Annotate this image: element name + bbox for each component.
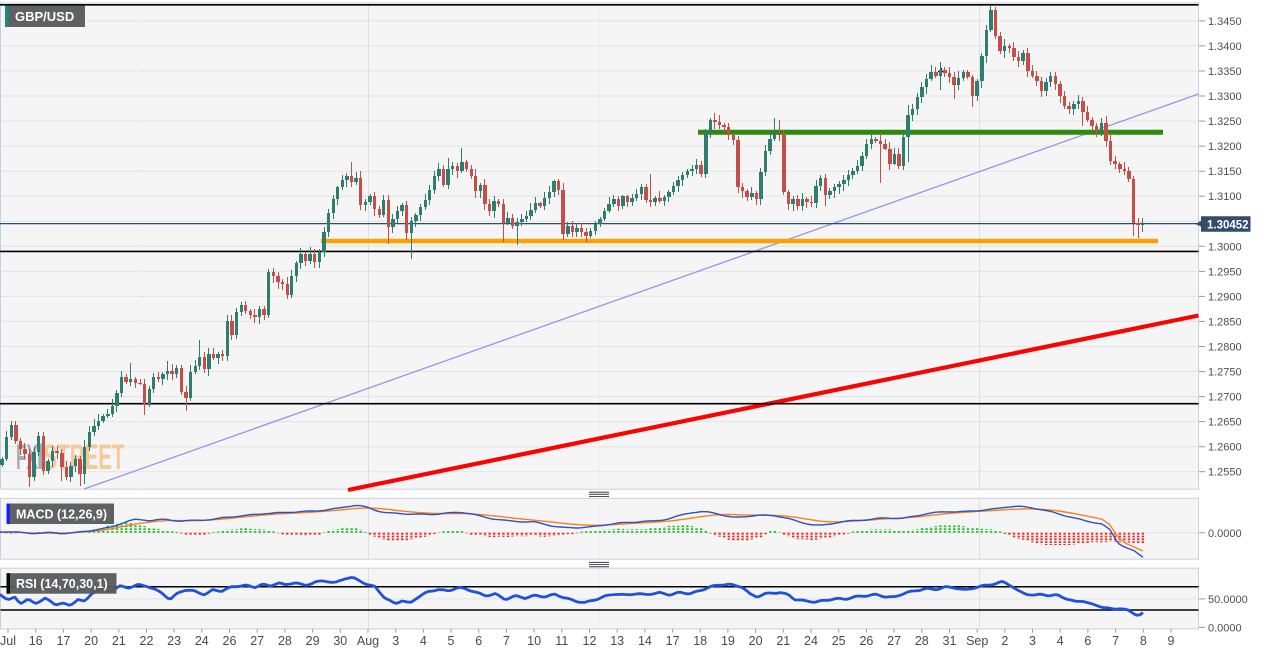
- svg-text:1.2750: 1.2750: [1208, 367, 1242, 379]
- svg-text:30: 30: [333, 634, 347, 648]
- svg-text:29: 29: [306, 634, 320, 648]
- svg-text:3: 3: [392, 634, 399, 648]
- svg-text:1.2850: 1.2850: [1208, 316, 1242, 328]
- svg-text:1.3400: 1.3400: [1208, 41, 1242, 53]
- svg-text:1.2550: 1.2550: [1208, 467, 1242, 479]
- svg-text:1.30452: 1.30452: [1207, 219, 1249, 231]
- svg-text:10: 10: [527, 634, 541, 648]
- svg-text:26: 26: [859, 634, 873, 648]
- svg-text:7: 7: [503, 634, 510, 648]
- svg-text:17: 17: [666, 634, 680, 648]
- svg-text:6: 6: [475, 634, 482, 648]
- svg-text:24: 24: [804, 634, 818, 648]
- svg-text:Jul: Jul: [0, 634, 16, 648]
- svg-text:1.2700: 1.2700: [1208, 392, 1242, 404]
- svg-text:1.3250: 1.3250: [1208, 116, 1242, 128]
- svg-text:MACD (12,26,9): MACD (12,26,9): [16, 508, 107, 522]
- svg-text:1.3450: 1.3450: [1208, 16, 1242, 28]
- svg-text:50.0000: 50.0000: [1208, 594, 1248, 606]
- svg-text:1.2900: 1.2900: [1208, 291, 1242, 303]
- svg-text:21: 21: [776, 634, 790, 648]
- svg-text:27: 27: [250, 634, 264, 648]
- svg-text:27: 27: [887, 634, 901, 648]
- svg-text:0.0000: 0.0000: [1208, 528, 1242, 540]
- svg-text:GBP/USD: GBP/USD: [15, 9, 74, 24]
- svg-text:0.0000: 0.0000: [1208, 622, 1242, 634]
- svg-text:1.3350: 1.3350: [1208, 66, 1242, 78]
- svg-text:28: 28: [278, 634, 292, 648]
- svg-text:21: 21: [112, 634, 126, 648]
- svg-text:31: 31: [943, 634, 957, 648]
- svg-text:1.3000: 1.3000: [1208, 241, 1242, 253]
- svg-text:1.3200: 1.3200: [1208, 141, 1242, 153]
- svg-text:4: 4: [420, 634, 427, 648]
- svg-text:Sep: Sep: [966, 634, 988, 648]
- svg-text:22: 22: [140, 634, 154, 648]
- svg-text:13: 13: [610, 634, 624, 648]
- svg-text:1.3150: 1.3150: [1208, 166, 1242, 178]
- svg-text:14: 14: [638, 634, 652, 648]
- svg-text:1.2950: 1.2950: [1208, 266, 1242, 278]
- svg-text:RSI (14,70,30,1): RSI (14,70,30,1): [16, 577, 108, 591]
- svg-text:26: 26: [223, 634, 237, 648]
- svg-text:19: 19: [721, 634, 735, 648]
- svg-text:20: 20: [749, 634, 763, 648]
- svg-text:25: 25: [832, 634, 846, 648]
- svg-text:1.2600: 1.2600: [1208, 442, 1242, 454]
- svg-text:11: 11: [555, 634, 568, 648]
- svg-text:Aug: Aug: [357, 634, 379, 648]
- svg-text:5: 5: [448, 634, 455, 648]
- svg-text:6: 6: [1084, 634, 1091, 648]
- svg-text:16: 16: [29, 634, 43, 648]
- svg-text:18: 18: [693, 634, 707, 648]
- svg-text:20: 20: [84, 634, 98, 648]
- svg-text:1.2650: 1.2650: [1208, 417, 1242, 429]
- svg-text:8: 8: [1140, 634, 1147, 648]
- svg-text:1.3300: 1.3300: [1208, 91, 1242, 103]
- svg-text:9: 9: [1168, 634, 1175, 648]
- svg-text:17: 17: [56, 634, 70, 648]
- svg-text:28: 28: [915, 634, 929, 648]
- svg-text:1.3100: 1.3100: [1208, 191, 1242, 203]
- svg-text:24: 24: [195, 634, 209, 648]
- svg-text:4: 4: [1057, 634, 1064, 648]
- svg-text:3: 3: [1029, 634, 1036, 648]
- svg-text:2: 2: [1001, 634, 1008, 648]
- svg-text:23: 23: [167, 634, 181, 648]
- svg-text:7: 7: [1112, 634, 1119, 648]
- svg-text:12: 12: [583, 634, 597, 648]
- svg-text:1.2800: 1.2800: [1208, 342, 1242, 354]
